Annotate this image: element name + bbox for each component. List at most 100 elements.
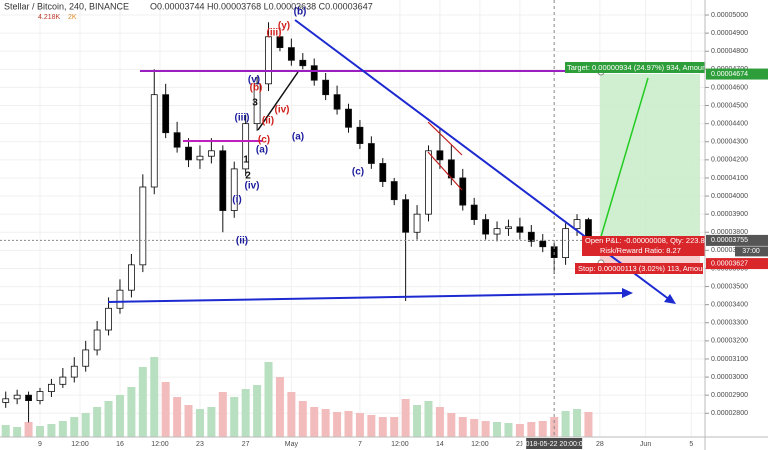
y-tick-label: 0.00003900: [711, 211, 748, 218]
candle-body: [573, 219, 581, 230]
wave-label: (b): [294, 7, 307, 18]
candle-body: [265, 36, 272, 85]
pnl-box: [582, 236, 705, 256]
ohlc-text: O0.00003744 H0.00003768 L0.00003638 C0.0…: [150, 1, 373, 11]
candle-body: [516, 226, 524, 233]
candle-body: [25, 394, 32, 402]
x-tick-label: 5: [689, 441, 693, 448]
candle-body: [527, 231, 535, 242]
volume-bar: [207, 407, 216, 437]
candle-body: [116, 289, 124, 309]
volume-bar: [264, 362, 273, 437]
x-tick-label: 28: [596, 441, 604, 448]
wave-label: 1: [243, 155, 249, 166]
target-text: Target: 0.00000934 (24.97%) 934, Amount:…: [567, 63, 731, 72]
candle-body: [322, 79, 330, 96]
channel-line: [427, 121, 463, 156]
stop-text: Stop: 0.00000113 (3.02%) 113, Amount: 75…: [578, 264, 725, 273]
volume-bar: [13, 427, 22, 437]
wave-label: (iii): [235, 113, 250, 124]
candle-body: [82, 349, 90, 367]
volume-bar: [58, 421, 67, 437]
candle-body: [253, 83, 261, 125]
wave-label: (ii): [262, 116, 274, 127]
y-tick-label: 0.00003200: [711, 338, 748, 345]
candle-body: [493, 228, 501, 235]
volume-bar: [424, 401, 433, 437]
volume-bar: [538, 421, 547, 437]
candle-body: [310, 65, 318, 81]
channel-line: [427, 151, 463, 191]
volume-bar: [161, 382, 170, 437]
wave-label: (i): [232, 195, 241, 206]
volume-bar: [138, 367, 147, 437]
crosshair-x-box: [526, 438, 583, 449]
x-tick-label: 12:00: [151, 441, 169, 448]
wave-label: (v): [248, 75, 260, 86]
y-tick-label: 0.00002800: [711, 410, 748, 417]
stop-box: [575, 263, 703, 274]
volume-bar: [195, 409, 204, 437]
candle-body: [48, 383, 55, 392]
last-price-box: [706, 234, 768, 246]
target-box: [565, 62, 705, 73]
y-tick-label: 0.00004000: [711, 193, 748, 200]
volume-ma-text: 2K: [68, 14, 77, 21]
volume-bar: [573, 409, 582, 437]
volume-bar: [584, 412, 593, 437]
volume-bar: [333, 412, 342, 437]
x-tick-label: 14: [436, 441, 444, 448]
x-tick-label: Jun: [640, 441, 651, 448]
y-tick-label: 0.00003100: [711, 356, 748, 363]
volume-bar: [287, 392, 296, 437]
volume-bar: [561, 411, 570, 437]
volume-bar: [115, 395, 124, 437]
y-tick-label: 0.00004900: [711, 30, 748, 37]
y-tick-label: 0.00003700: [711, 247, 748, 254]
volume-bar: [275, 377, 284, 437]
volume-bar: [447, 413, 456, 437]
volume-bar: [390, 417, 399, 437]
volume-bar: [173, 397, 182, 437]
rr-text: Risk/Reward Ratio: 8.27: [600, 246, 681, 255]
volume-bar: [70, 417, 79, 437]
wave-label: 3: [252, 98, 258, 109]
candle-body: [139, 186, 147, 266]
candle-body: [287, 47, 295, 61]
base-trendline: [107, 292, 627, 303]
candle-body: [345, 108, 352, 128]
y-tick-label: 0.00003000: [711, 374, 748, 381]
candle-body: [276, 36, 284, 49]
y-tick-label: 0.00004100: [711, 175, 748, 182]
candle-body: [196, 155, 204, 161]
candle-body: [2, 398, 10, 403]
stop-price-label: 0.00003627: [711, 260, 748, 267]
volume-bar: [504, 423, 513, 437]
candle-body: [459, 177, 467, 206]
volume-bar: [24, 422, 33, 437]
candle-body: [230, 168, 238, 211]
volume-bar: [81, 413, 90, 437]
candle-body: [482, 219, 490, 235]
volume-bar: [47, 424, 56, 437]
candle-body: [413, 213, 421, 233]
wave-label: 2: [245, 171, 251, 182]
volume-bar: [230, 397, 239, 437]
candle-body: [562, 228, 569, 259]
candle-body: [242, 123, 250, 170]
volume-bar: [515, 424, 524, 437]
candle-body: [70, 365, 78, 378]
candle-body: [93, 329, 101, 351]
arrow-head: [664, 294, 676, 304]
volume-bar: [435, 407, 444, 437]
x-tick-label: 7: [358, 441, 362, 448]
candle-body: [128, 264, 135, 291]
candle-body: [402, 199, 410, 233]
wave-label: (c): [352, 167, 364, 178]
target-price-label: 0.00004674: [711, 71, 748, 78]
candle-body: [13, 394, 21, 400]
wave-label: (ii): [236, 236, 248, 247]
volume-bar: [493, 422, 502, 437]
